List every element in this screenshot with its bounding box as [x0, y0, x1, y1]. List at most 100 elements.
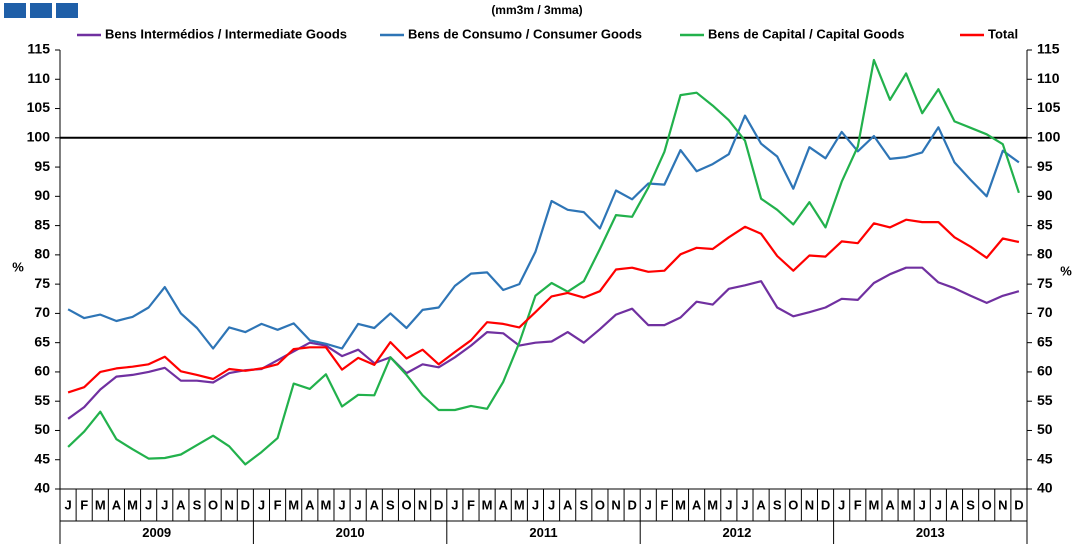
x-tick-label: M: [127, 497, 138, 512]
y-tick-label: 65: [34, 333, 50, 349]
x-tick-label: A: [563, 497, 573, 512]
x-tick-label: J: [161, 497, 168, 512]
x-tick-label: A: [305, 497, 315, 512]
y-tick-label: 75: [34, 275, 50, 291]
x-tick-label: O: [208, 497, 218, 512]
y2-tick-label: 70: [1037, 304, 1053, 320]
x-tick-label: F: [854, 497, 862, 512]
chart-title: (mm3m / 3mma): [491, 3, 582, 17]
y2-tick-label: 40: [1037, 480, 1053, 496]
x-tick-label: J: [145, 497, 152, 512]
x-tick-label: M: [707, 497, 718, 512]
y2-tick-label: 60: [1037, 363, 1053, 379]
x-tick-label: N: [611, 497, 620, 512]
x-tick-label: J: [935, 497, 942, 512]
x-tick-label: N: [805, 497, 814, 512]
x-tick-label: A: [112, 497, 122, 512]
x-tick-label: F: [274, 497, 282, 512]
logo-block: [4, 3, 26, 18]
x-tick-label: N: [225, 497, 234, 512]
x-tick-label: A: [950, 497, 960, 512]
x-tick-label: J: [355, 497, 362, 512]
x-tick-label: S: [193, 497, 202, 512]
x-tick-label: O: [595, 497, 605, 512]
y2-tick-label: 95: [1037, 158, 1053, 174]
x-tick-label: F: [80, 497, 88, 512]
x-tick-label: J: [741, 497, 748, 512]
x-tick-label: O: [788, 497, 798, 512]
x-tick-label: D: [821, 497, 830, 512]
x-tick-label: M: [868, 497, 879, 512]
y-tick-label: 105: [27, 99, 51, 115]
x-tick-label: S: [773, 497, 782, 512]
y2-tick-label: 75: [1037, 275, 1053, 291]
x-tick-label: D: [627, 497, 636, 512]
x-tick-label: M: [675, 497, 686, 512]
series-line: [67, 58, 1020, 466]
y-tick-label: 40: [34, 480, 50, 496]
year-label: 2012: [722, 525, 751, 540]
x-tick-label: M: [288, 497, 299, 512]
x-tick-label: F: [660, 497, 668, 512]
x-tick-label: A: [692, 497, 702, 512]
x-tick-label: J: [64, 497, 71, 512]
x-tick-label: M: [321, 497, 332, 512]
y-tick-label: 95: [34, 158, 50, 174]
x-tick-label: S: [386, 497, 395, 512]
x-tick-label: S: [966, 497, 975, 512]
y2-tick-label: 50: [1037, 421, 1053, 437]
y-tick-label: 45: [34, 450, 50, 466]
x-tick-label: D: [434, 497, 443, 512]
x-tick-label: S: [579, 497, 588, 512]
x-tick-label: O: [982, 497, 992, 512]
x-tick-label: J: [919, 497, 926, 512]
logo-block: [56, 3, 78, 18]
x-tick-label: J: [532, 497, 539, 512]
y-tick-label: 110: [27, 70, 50, 86]
x-tick-label: J: [338, 497, 345, 512]
x-tick-label: O: [401, 497, 411, 512]
x-tick-label: J: [548, 497, 555, 512]
y2-tick-label: 105: [1037, 99, 1061, 115]
x-tick-label: J: [725, 497, 732, 512]
y-tick-label: 90: [34, 187, 50, 203]
x-tick-label: D: [1014, 497, 1023, 512]
x-tick-label: J: [451, 497, 458, 512]
x-tick-label: A: [756, 497, 766, 512]
y-tick-label: 100: [27, 129, 51, 145]
legend-label: Bens de Consumo / Consumer Goods: [408, 26, 642, 41]
y2-tick-label: 115: [1037, 41, 1060, 57]
x-tick-label: A: [176, 497, 186, 512]
y2-axis-label: %: [1060, 263, 1072, 278]
x-tick-label: A: [885, 497, 895, 512]
x-tick-label: A: [370, 497, 380, 512]
year-label: 2013: [916, 525, 945, 540]
legend-label: Total: [988, 26, 1018, 41]
series-line: [67, 218, 1020, 394]
y2-tick-label: 90: [1037, 187, 1053, 203]
y-tick-label: 55: [34, 392, 50, 408]
y-tick-label: 115: [27, 41, 50, 57]
x-tick-label: M: [482, 497, 493, 512]
y-axis-label: %: [12, 259, 24, 274]
x-tick-label: N: [418, 497, 427, 512]
y-tick-label: 60: [34, 363, 50, 379]
series-line: [67, 114, 1020, 350]
x-tick-label: D: [241, 497, 250, 512]
x-tick-label: F: [467, 497, 475, 512]
y2-tick-label: 100: [1037, 129, 1061, 145]
x-tick-label: J: [645, 497, 652, 512]
x-tick-label: M: [901, 497, 912, 512]
y2-tick-label: 55: [1037, 392, 1053, 408]
y-tick-label: 85: [34, 216, 50, 232]
x-tick-label: M: [514, 497, 525, 512]
y-tick-label: 70: [34, 304, 50, 320]
y-tick-label: 50: [34, 421, 50, 437]
y2-tick-label: 110: [1037, 70, 1060, 86]
y-tick-label: 80: [34, 246, 50, 262]
legend-label: Bens de Capital / Capital Goods: [708, 26, 904, 41]
logo-block: [30, 3, 52, 18]
x-tick-label: J: [838, 497, 845, 512]
year-label: 2011: [529, 525, 557, 540]
